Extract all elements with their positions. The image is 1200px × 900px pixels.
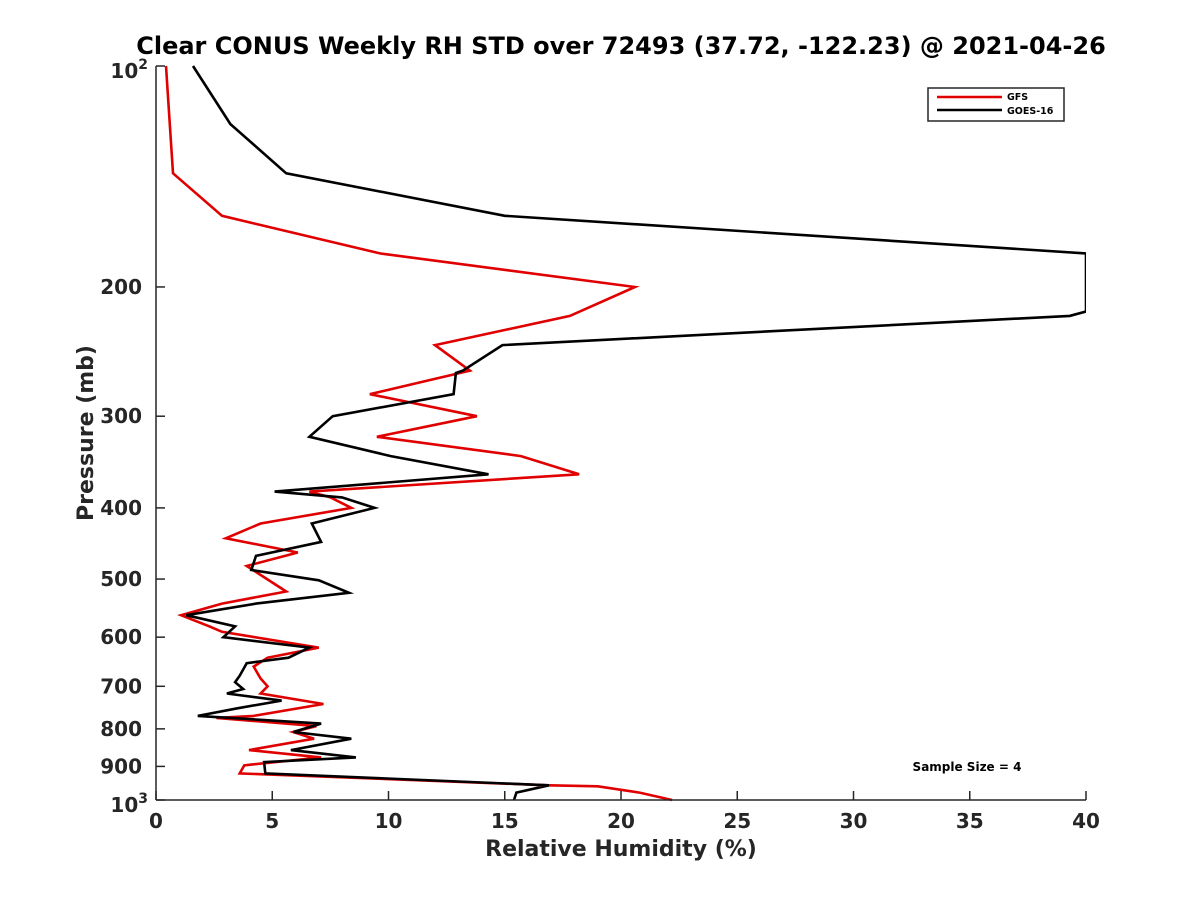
legend: GFS GOES-16 bbox=[927, 87, 1065, 122]
x-tick-label: 10 bbox=[375, 809, 403, 833]
chart-title: Clear CONUS Weekly RH STD over 72493 (37… bbox=[136, 32, 1106, 60]
x-tick-label: 15 bbox=[491, 809, 519, 833]
y-axis-ticks: 102 200 300 400 500 600 700 800 900 103 bbox=[100, 57, 165, 817]
series-layer bbox=[164, 65, 1086, 802]
legend-label-goes16: GOES-16 bbox=[1007, 106, 1054, 117]
series-line-goes16 bbox=[185, 65, 1086, 801]
y-tick-label: 400 bbox=[100, 496, 142, 520]
legend-box bbox=[927, 87, 1065, 122]
x-tick-label: 5 bbox=[265, 809, 279, 833]
legend-label-gfs: GFS bbox=[1007, 92, 1028, 103]
x-axis-label: Relative Humidity (%) bbox=[485, 837, 757, 862]
y-tick-label: 103 bbox=[110, 791, 148, 817]
y-tick-label: 600 bbox=[100, 625, 142, 649]
y-tick-label: 300 bbox=[100, 404, 142, 428]
x-tick-label: 20 bbox=[607, 809, 635, 833]
y-tick-label: 700 bbox=[100, 674, 142, 698]
y-tick-label: 500 bbox=[100, 567, 142, 591]
y-tick-label: 800 bbox=[100, 717, 142, 741]
y-tick-label: 900 bbox=[100, 754, 142, 778]
x-tick-label: 40 bbox=[1072, 809, 1100, 833]
x-tick-label: 0 bbox=[149, 809, 163, 833]
y-tick-label: 102 bbox=[110, 57, 148, 83]
x-tick-label: 25 bbox=[723, 809, 751, 833]
x-tick-label: 30 bbox=[840, 809, 868, 833]
sample-size-annotation: Sample Size = 4 bbox=[913, 760, 1022, 774]
y-axis-label: Pressure (mb) bbox=[74, 345, 99, 521]
y-tick-label: 200 bbox=[100, 275, 142, 299]
x-axis-ticks: 0 5 10 15 20 25 30 35 40 bbox=[149, 791, 1100, 833]
series-line-gfs bbox=[164, 65, 673, 802]
x-tick-label: 35 bbox=[956, 809, 984, 833]
